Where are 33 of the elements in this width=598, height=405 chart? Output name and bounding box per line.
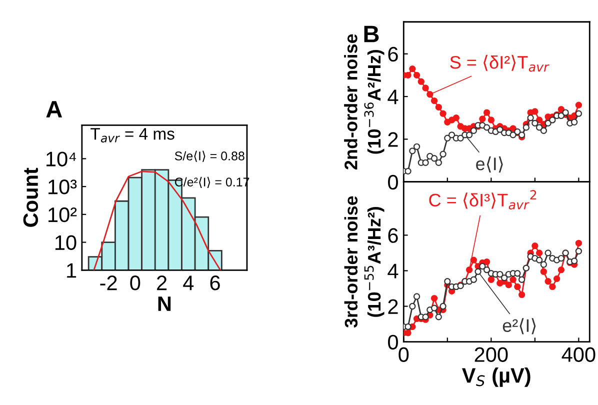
- legend-label: e⟨I⟩: [476, 156, 503, 172]
- y-axis-title: Count: [23, 168, 38, 227]
- y-tick-label: 2: [388, 132, 398, 147]
- y-tick-label: 6: [388, 228, 398, 243]
- y-tick-label: 10⁴: [46, 152, 76, 166]
- x-axis-title: V$_{S}$ (µV): [462, 367, 530, 387]
- y-tick-label: 6: [388, 46, 398, 62]
- x-tick-label: 6: [210, 276, 220, 290]
- legend-label: e²⟨I⟩: [502, 318, 536, 334]
- y-tick-label: 10²: [48, 207, 77, 222]
- y-tick-label: 1: [67, 263, 76, 278]
- x-axis-title: N: [158, 296, 171, 311]
- y-axis-title: 3rd-order noise (10$^{−55}$A³/Hz²): [344, 196, 384, 328]
- y-tick-label: 10³: [48, 180, 77, 194]
- y-tick-label: 0: [388, 174, 398, 190]
- x-tick-label: 4: [183, 276, 194, 290]
- x-tick-label: -2: [100, 276, 117, 290]
- x-tick-label: 200: [474, 347, 508, 362]
- x-tick-label: 2: [157, 276, 167, 290]
- annotation: S/e⟨I⟩ = 0.88: [174, 150, 244, 162]
- y-tick-label: 0: [388, 334, 398, 350]
- y-tick-label: 4: [388, 264, 398, 278]
- y-tick-label: 2: [388, 299, 398, 314]
- chart-title: B: [364, 26, 379, 42]
- series-label: S = ⟨δI²⟩T$_{avr}$: [450, 54, 550, 72]
- x-tick-label: 0: [130, 276, 140, 290]
- series-label: C = ⟨δI³⟩T$_{avr}$$^{2}$: [429, 190, 536, 210]
- annotation: T$_{avr}$ = 4 ms: [90, 128, 174, 142]
- x-tick-label: 400: [562, 347, 596, 362]
- y-tick-label: 4: [388, 90, 398, 104]
- chart-title: A: [46, 101, 62, 118]
- y-tick-label: 10: [55, 235, 76, 250]
- x-tick-label: 0: [398, 347, 409, 362]
